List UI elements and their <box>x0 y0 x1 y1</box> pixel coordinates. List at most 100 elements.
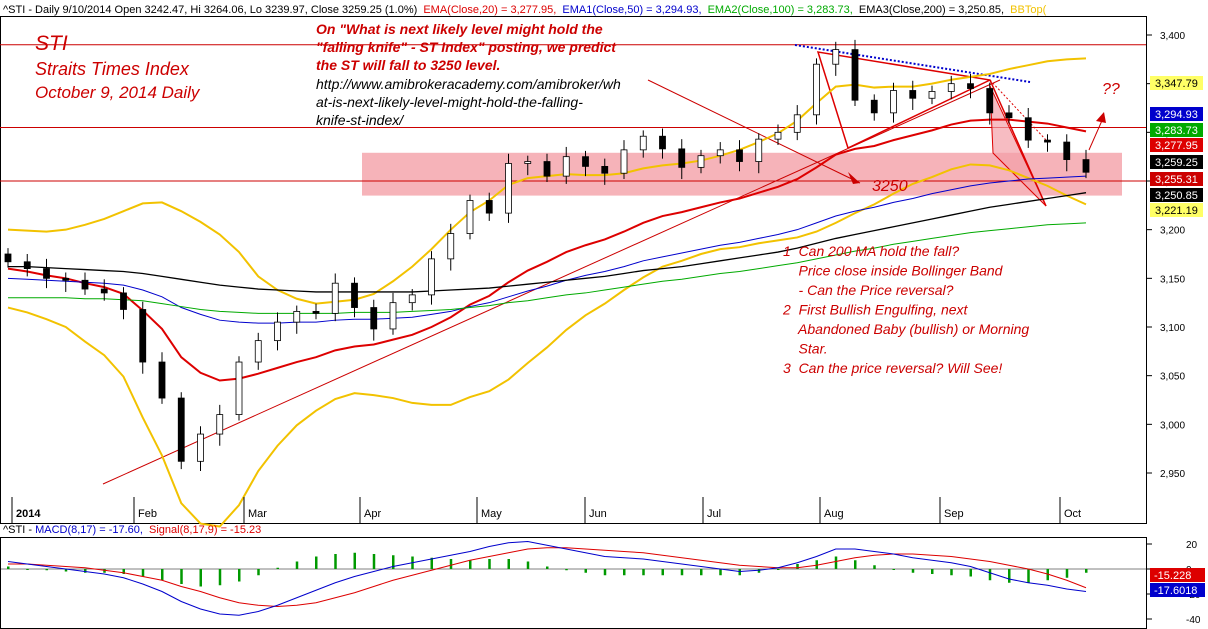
candle-body <box>370 307 378 330</box>
candle-body <box>466 200 474 234</box>
x-tick-label: Apr <box>364 508 381 520</box>
macd-lines <box>7 540 1087 616</box>
histogram-bar <box>122 569 125 574</box>
pattern-outline <box>816 51 1047 207</box>
histogram-bar <box>199 569 202 587</box>
header-ema100: EMA2(Close,100) = 3,283.73, <box>708 4 853 16</box>
candle-body <box>177 397 185 462</box>
macd-badge-text: -17.6018 <box>1154 585 1197 597</box>
candle-body <box>485 200 493 214</box>
histogram-bar <box>738 569 741 576</box>
candle-body <box>755 138 763 162</box>
macd-header-signal: Signal(8,17,9) = -15.23 <box>149 524 261 536</box>
note-list-item: Price close inside Bollinger Band <box>783 263 1004 279</box>
candle-body <box>100 288 108 294</box>
header-symbol-info: ^STI - Daily 9/10/2014 Open 3242.47, Hi … <box>3 4 417 16</box>
header-ema200: EMA3(Close,200) = 3,250.85, <box>859 4 1004 16</box>
y-tick-label: 3,000 <box>1160 420 1185 431</box>
y-tick-label: 3,100 <box>1160 323 1185 334</box>
note-list-item: - Can the Price reversal? <box>783 282 954 298</box>
candle-body <box>408 294 416 304</box>
candle-body <box>62 277 70 281</box>
x-tick-label: Jun <box>589 508 607 520</box>
candle-body <box>947 83 955 92</box>
note-list-item: 1 Can 200 MA hold the fall? <box>783 243 959 259</box>
y-tick-label: 3,050 <box>1160 372 1185 383</box>
candle-body <box>697 155 705 168</box>
macd-histogram <box>7 552 1088 587</box>
candle-body <box>601 165 609 174</box>
histogram-bar <box>103 569 106 573</box>
histogram-bar <box>796 564 799 569</box>
x-tick-label: Aug <box>824 508 844 520</box>
candle-body <box>793 114 801 133</box>
horizontal-levels <box>0 44 1146 182</box>
histogram-bar <box>334 554 337 569</box>
candle-body <box>1063 141 1071 160</box>
histogram-bar <box>1027 569 1030 583</box>
histogram-bar <box>526 561 530 569</box>
price-y-axis: 2,9503,0003,0503,1003,1503,2003,2503,300… <box>1146 31 1185 480</box>
histogram-bar <box>988 569 992 581</box>
candle-body <box>582 156 589 167</box>
price-badge-text: 3,259.25 <box>1155 157 1198 169</box>
price-badge-text: 3,277.95 <box>1155 140 1198 152</box>
candle-body <box>389 302 397 330</box>
price-badge-text: 3,283.73 <box>1155 125 1198 137</box>
x-tick-label: Feb <box>138 508 157 520</box>
y-tick-label: 3,200 <box>1160 226 1185 237</box>
price-badge <box>1150 138 1203 152</box>
histogram-bar <box>295 561 299 569</box>
candle-body <box>967 83 974 89</box>
candle-body <box>736 149 743 162</box>
price-badge <box>1150 203 1203 217</box>
note-url-2: at-is-next-likely-level-might-hold-the-f… <box>316 94 583 110</box>
candle-body <box>890 90 897 114</box>
note-list-item: 3 Can the price reversal? Will See! <box>783 360 1002 376</box>
histogram-bar <box>642 569 645 576</box>
x-tick-label: Mar <box>248 508 267 520</box>
macd-badge <box>1150 568 1205 582</box>
note-list: 1 Can 200 MA hold the fall? Price close … <box>782 243 1029 376</box>
histogram-bar <box>950 569 953 576</box>
title-name: Straits Times Index <box>35 59 190 79</box>
x-tick-label: 2014 <box>16 508 41 520</box>
candle-body <box>659 135 666 150</box>
candle-body <box>81 279 89 290</box>
histogram-bar <box>372 554 376 569</box>
label-question-marks: ?? <box>1102 81 1120 98</box>
histogram-bar <box>180 569 183 584</box>
pattern-dotted-line <box>989 79 1047 141</box>
histogram-bar <box>623 569 626 576</box>
bollinger-lower <box>7 163 1087 528</box>
histogram-bar <box>218 569 222 586</box>
histogram-bar <box>45 569 48 571</box>
candle-body <box>197 433 204 462</box>
candle-body <box>158 361 166 399</box>
histogram-bar <box>603 569 607 576</box>
price-badge <box>1150 123 1203 137</box>
candle-body <box>851 49 859 101</box>
histogram-bar <box>815 560 818 569</box>
macd-badge-text: -15.228 <box>1154 570 1191 582</box>
candle-body <box>620 149 628 174</box>
header-ema20: EMA(Close,20) = 3,277.95, <box>423 4 556 16</box>
macd-header-prefix: ^STI - <box>3 524 35 536</box>
histogram-bar <box>449 559 453 569</box>
candle-body <box>43 268 50 279</box>
candle-body <box>1082 159 1090 173</box>
price-badge <box>1150 172 1203 186</box>
candle-body <box>986 88 994 114</box>
candle-body <box>639 135 647 151</box>
histogram-bar <box>161 569 164 581</box>
histogram-bar <box>757 569 761 573</box>
candle-body <box>1044 139 1051 143</box>
histogram-bar <box>1046 569 1049 581</box>
histogram-bar <box>469 560 472 569</box>
histogram-bar <box>7 566 10 569</box>
candle-body <box>774 131 782 140</box>
title-sti: STI <box>35 32 68 55</box>
candle-body <box>524 161 532 164</box>
price-badge-text: 3,294.93 <box>1155 109 1198 121</box>
y-tick-label: 2,950 <box>1160 469 1185 480</box>
